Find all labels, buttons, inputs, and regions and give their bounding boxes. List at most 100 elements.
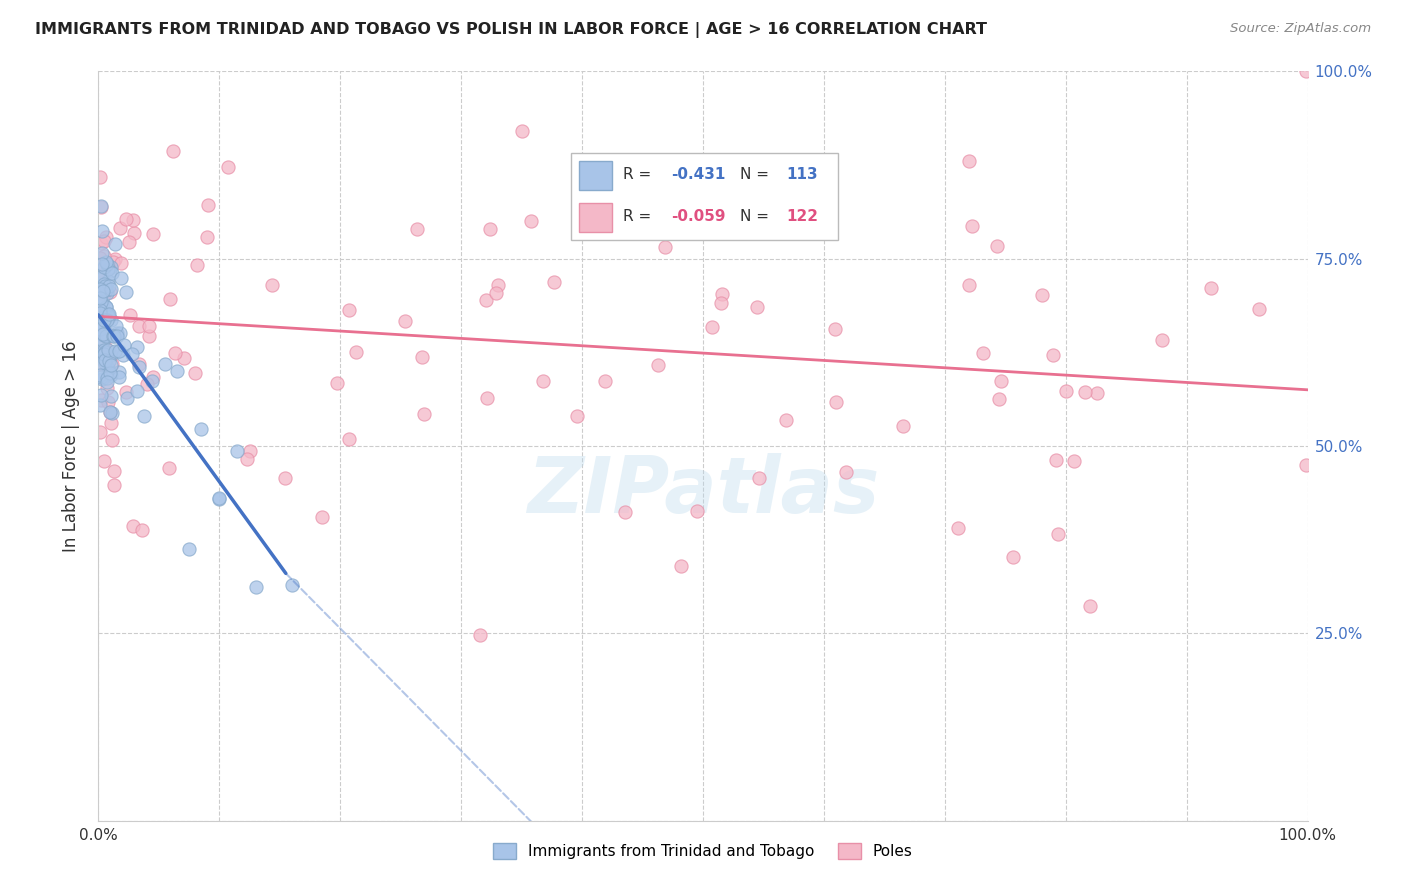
Point [94, 300, 117, 314]
Point [91, 268, 114, 282]
Point [94, 279, 117, 293]
Point [100, 260, 122, 274]
Point [593, 375, 616, 389]
Point [103, 464, 125, 478]
Point [96, 381, 118, 395]
Point [100, 313, 122, 327]
Point [208, 491, 231, 506]
Point [100, 282, 122, 296]
Point [93, 287, 115, 301]
Point [96, 229, 118, 244]
Point [112, 348, 135, 362]
Point [101, 329, 124, 343]
Point [93, 249, 115, 263]
Point [97, 328, 120, 343]
Point [89, 343, 111, 358]
Text: ZIPatlas: ZIPatlas [527, 453, 879, 529]
Point [614, 505, 637, 519]
Point [157, 461, 180, 475]
Point [669, 558, 692, 573]
Point [1042, 348, 1064, 362]
Point [103, 478, 125, 492]
Point [100, 266, 122, 280]
Point [835, 465, 858, 479]
Point [128, 360, 150, 375]
Point [197, 197, 219, 211]
Point [957, 278, 980, 293]
Point [101, 434, 124, 448]
Point [131, 523, 153, 537]
Point [93, 234, 115, 248]
Point [987, 392, 1010, 407]
Point [90, 392, 112, 407]
Point [122, 519, 145, 533]
Point [93, 308, 115, 322]
Point [93, 347, 115, 361]
Point [94, 300, 117, 314]
Text: N =: N = [740, 210, 773, 225]
Text: 122: 122 [786, 210, 818, 225]
Point [162, 144, 184, 158]
Point [960, 219, 983, 234]
Point [142, 370, 165, 384]
Point [90, 387, 112, 401]
Point [91, 334, 114, 348]
Point [957, 154, 980, 169]
Point [411, 350, 433, 364]
Point [98, 278, 121, 293]
Point [97, 307, 120, 321]
Point [94, 353, 117, 368]
Point [825, 395, 848, 409]
Point [98, 264, 121, 278]
Point [141, 227, 163, 241]
Point [775, 412, 797, 426]
Point [824, 322, 846, 336]
Point [91, 372, 114, 386]
Point [1295, 64, 1317, 78]
Point [97, 343, 120, 358]
Point [89, 295, 111, 310]
Point [98, 366, 121, 380]
Point [110, 270, 132, 285]
Point [710, 296, 733, 310]
Point [117, 235, 139, 249]
Point [159, 293, 181, 307]
Point [217, 160, 239, 174]
Point [89, 368, 111, 382]
Point [245, 580, 267, 594]
Text: -0.059: -0.059 [672, 210, 725, 225]
Point [121, 346, 143, 360]
FancyBboxPatch shape [571, 153, 838, 240]
Point [93, 348, 115, 362]
Point [105, 326, 128, 340]
Point [94, 345, 117, 359]
Point [105, 318, 128, 333]
Point [173, 351, 195, 365]
Point [748, 471, 770, 485]
Point [91, 310, 114, 325]
Point [90, 236, 112, 251]
Text: -0.431: -0.431 [672, 168, 725, 182]
Point [134, 409, 156, 423]
Point [90, 224, 112, 238]
Point [405, 222, 427, 236]
Point [115, 212, 138, 227]
Point [91, 310, 114, 325]
Point [1073, 385, 1095, 400]
Point [127, 384, 149, 398]
Point [93, 315, 115, 329]
Point [236, 451, 259, 466]
Point [89, 326, 111, 341]
Point [90, 314, 112, 328]
Point [89, 398, 111, 412]
Point [114, 384, 136, 399]
Point [186, 258, 208, 272]
Point [101, 255, 124, 269]
Point [96, 328, 118, 343]
Point [89, 252, 111, 266]
Point [274, 471, 297, 485]
Point [112, 338, 135, 352]
Point [100, 368, 122, 383]
Point [93, 454, 115, 468]
Point [96, 394, 118, 409]
